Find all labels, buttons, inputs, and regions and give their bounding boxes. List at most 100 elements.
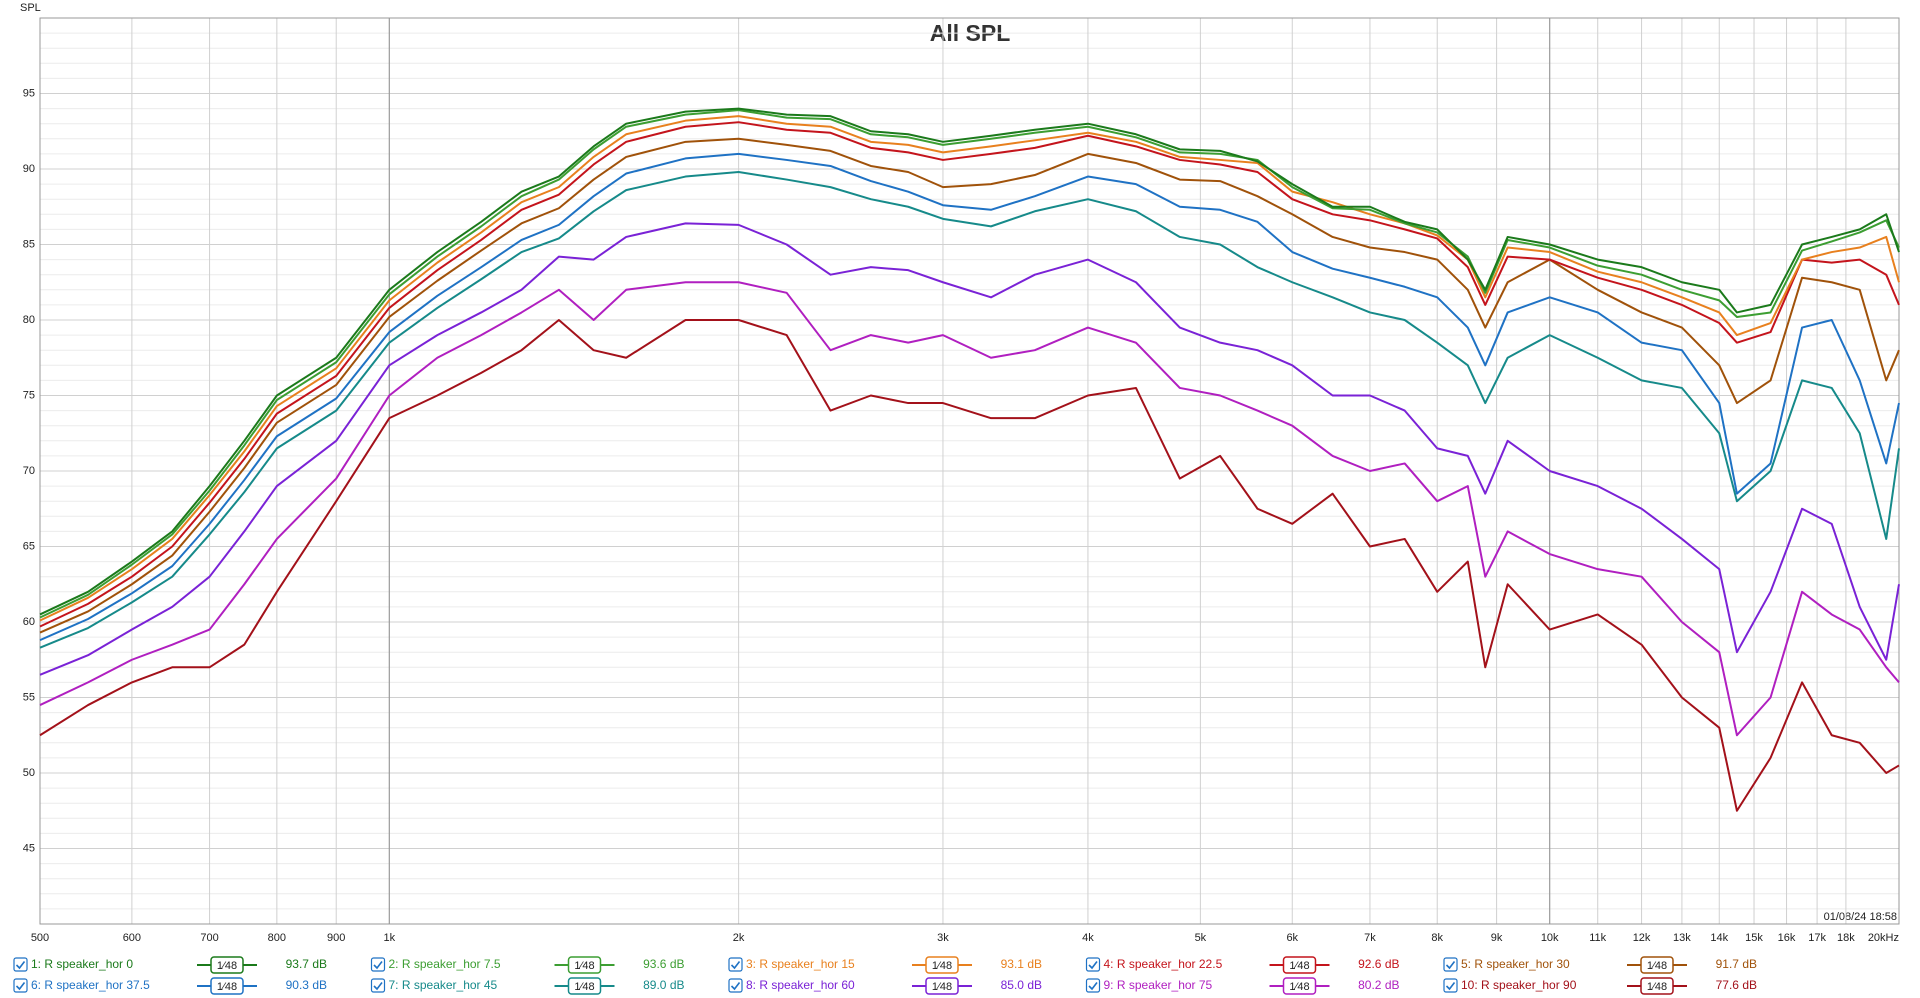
series-line bbox=[39, 152, 1900, 642]
grid bbox=[39, 17, 1900, 925]
legend-checkbox[interactable] bbox=[13, 957, 28, 972]
x-tick-label: 900 bbox=[327, 932, 345, 944]
x-tick-label: 1k bbox=[383, 932, 395, 944]
smoothing-label: 1⁄48 bbox=[574, 960, 594, 972]
legend-label: 6: R speaker_hor 37.5 bbox=[31, 978, 150, 992]
x-tick-label: 14k bbox=[1710, 932, 1728, 944]
legend-label: 3: R speaker_hor 15 bbox=[746, 957, 855, 971]
legend-checkbox[interactable] bbox=[1085, 978, 1101, 993]
legend-entry: 7: R speaker_hor 45 1⁄48 89.0 dB bbox=[370, 977, 685, 995]
y-tick-label: 90 bbox=[23, 163, 35, 175]
legend-entry: 9: R speaker_hor 75 1⁄48 80.2 dB bbox=[1085, 977, 1400, 995]
legend-checkbox[interactable] bbox=[370, 978, 386, 993]
smoothing-button[interactable] bbox=[567, 977, 602, 995]
plot-frame bbox=[39, 17, 1900, 925]
checkmark bbox=[373, 961, 383, 970]
legend-entry: 10: R speaker_hor 90 1⁄48 77.6 dB bbox=[1443, 977, 1757, 995]
legend-level: 91.7 dB bbox=[1716, 957, 1757, 971]
legend-checkbox[interactable] bbox=[1443, 957, 1458, 972]
smoothing-button[interactable] bbox=[1282, 956, 1317, 974]
x-tick-label: 4k bbox=[1082, 932, 1094, 944]
legend-label: 9: R speaker_hor 75 bbox=[1104, 978, 1213, 992]
checkmark bbox=[1445, 982, 1456, 991]
smoothing-button[interactable] bbox=[210, 956, 244, 974]
legend-label: 1: R speaker_hor 0 bbox=[31, 957, 133, 971]
smoothing-button[interactable] bbox=[925, 977, 959, 995]
legend-level: 80.2 dB bbox=[1358, 978, 1399, 992]
series-line bbox=[39, 222, 1900, 676]
checkmark bbox=[15, 982, 26, 991]
legend-checkbox[interactable] bbox=[1085, 957, 1101, 972]
legend-checkbox[interactable] bbox=[370, 957, 386, 972]
series-line bbox=[39, 121, 1900, 628]
x-tick-label: 16k bbox=[1778, 932, 1796, 944]
x-tick-label: 7k bbox=[1364, 932, 1376, 944]
smoothing-button[interactable] bbox=[925, 956, 959, 974]
checkmark bbox=[730, 982, 741, 991]
legend-level: 93.6 dB bbox=[643, 957, 684, 971]
smoothing-button[interactable] bbox=[567, 956, 602, 974]
legend-level: 93.7 dB bbox=[286, 957, 327, 971]
smoothing-button[interactable] bbox=[1640, 956, 1674, 974]
legend-checkbox[interactable] bbox=[1443, 978, 1458, 993]
legend-level: 92.6 dB bbox=[1358, 957, 1399, 971]
series-line bbox=[39, 137, 1900, 634]
x-tick-label: 500 bbox=[31, 932, 49, 944]
x-tick-label: 15k bbox=[1745, 932, 1763, 944]
legend-label: 8: R speaker_hor 60 bbox=[746, 978, 855, 992]
smoothing-label: 1⁄48 bbox=[1289, 981, 1309, 993]
x-tick-label: 9k bbox=[1491, 932, 1503, 944]
checkmark bbox=[15, 961, 26, 970]
smoothing-label: 1⁄48 bbox=[1647, 960, 1667, 972]
checkmark bbox=[373, 982, 383, 991]
smoothing-label: 1⁄48 bbox=[1647, 981, 1667, 993]
checkmark bbox=[1088, 982, 1098, 991]
x-tick-label: 17k bbox=[1808, 932, 1826, 944]
smoothing-label: 1⁄48 bbox=[217, 960, 237, 972]
legend-checkbox[interactable] bbox=[728, 957, 743, 972]
x-tick-label: 11k bbox=[1589, 932, 1606, 944]
series-line bbox=[39, 319, 1900, 812]
series-line bbox=[39, 281, 1900, 737]
legend-label: 2: R speaker_hor 7.5 bbox=[389, 957, 501, 971]
legend-entry: 1: R speaker_hor 0 1⁄48 93.7 dB bbox=[13, 956, 327, 974]
smoothing-button[interactable] bbox=[1282, 977, 1317, 995]
x-tick-label: 3k bbox=[937, 932, 949, 944]
checkmark bbox=[1088, 961, 1098, 970]
x-tick-label: 10k bbox=[1541, 932, 1559, 944]
x-tick-label: 20kHz bbox=[1868, 932, 1899, 944]
x-tick-label: 800 bbox=[268, 932, 286, 944]
y-tick-label: 95 bbox=[23, 87, 35, 99]
smoothing-label: 1⁄48 bbox=[217, 981, 237, 993]
y-tick-label: 70 bbox=[23, 465, 35, 477]
smoothing-button[interactable] bbox=[1640, 977, 1674, 995]
y-tick-label: 55 bbox=[23, 691, 35, 703]
legend-checkbox[interactable] bbox=[13, 978, 28, 993]
series-line bbox=[39, 109, 1900, 619]
legend-entry: 4: R speaker_hor 22.5 1⁄48 92.6 dB bbox=[1085, 956, 1400, 974]
legend-level: 85.0 dB bbox=[1001, 978, 1042, 992]
y-tick-label: 85 bbox=[23, 238, 35, 250]
legend-level: 93.1 dB bbox=[1001, 957, 1042, 971]
checkmark bbox=[1445, 961, 1456, 970]
legend-label: 4: R speaker_hor 22.5 bbox=[1104, 957, 1223, 971]
series-line bbox=[39, 171, 1900, 649]
legend-entry: 2: R speaker_hor 7.5 1⁄48 93.6 dB bbox=[370, 956, 685, 974]
smoothing-button[interactable] bbox=[210, 977, 244, 995]
smoothing-label: 1⁄48 bbox=[574, 981, 594, 993]
x-tick-label: 13k bbox=[1673, 932, 1691, 944]
smoothing-label: 1⁄48 bbox=[1289, 960, 1309, 972]
legend-checkbox[interactable] bbox=[728, 978, 743, 993]
y-tick-label: 50 bbox=[23, 767, 35, 779]
x-tick-label: 2k bbox=[733, 932, 745, 944]
series-line bbox=[39, 115, 1900, 622]
x-tick-label: 700 bbox=[200, 932, 218, 944]
x-tick-label: 5k bbox=[1195, 932, 1207, 944]
legend-entry: 3: R speaker_hor 15 1⁄48 93.1 dB bbox=[728, 956, 1042, 974]
x-tick-label: 12k bbox=[1633, 932, 1651, 944]
smoothing-label: 1⁄48 bbox=[932, 981, 952, 993]
x-tick-label: 8k bbox=[1431, 932, 1443, 944]
smoothing-label: 1⁄48 bbox=[932, 960, 952, 972]
x-tick-label: 6k bbox=[1286, 932, 1298, 944]
